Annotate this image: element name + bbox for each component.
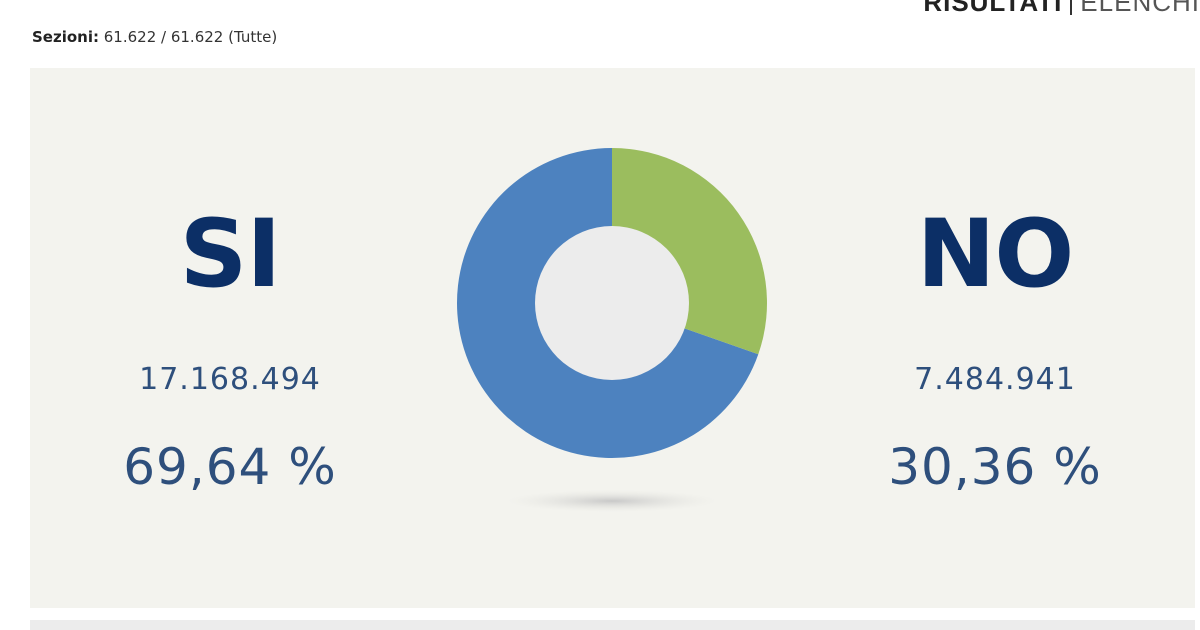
sezioni-value: 61.622 / 61.622 (Tutte) (103, 28, 278, 46)
nav-divider (1070, 0, 1073, 15)
nav-elenchi-link[interactable]: ELENCHI (1080, 0, 1200, 17)
nav-risultati-link[interactable]: RISULTATI (923, 0, 1063, 17)
donut-center (535, 226, 689, 380)
sezioni-label: Sezioni: (32, 28, 99, 46)
si-percent: 69,64 % (123, 438, 337, 496)
panel-bottom-edge (30, 620, 1195, 630)
si-label: SI (179, 200, 282, 309)
results-panel: SI 17.168.494 69,64 % NO 7.484.941 30,36… (30, 68, 1195, 608)
si-votes: 17.168.494 (139, 362, 321, 397)
chart-shadow (507, 490, 717, 512)
top-nav: RISULTATI ELENCHI (923, 0, 1200, 17)
no-votes: 7.484.941 (914, 362, 1076, 397)
results-donut-chart (456, 148, 767, 512)
no-label: NO (916, 200, 1075, 309)
no-percent: 30,36 % (888, 438, 1102, 496)
sezioni-info: Sezioni: 61.622 / 61.622 (Tutte) (32, 28, 277, 46)
